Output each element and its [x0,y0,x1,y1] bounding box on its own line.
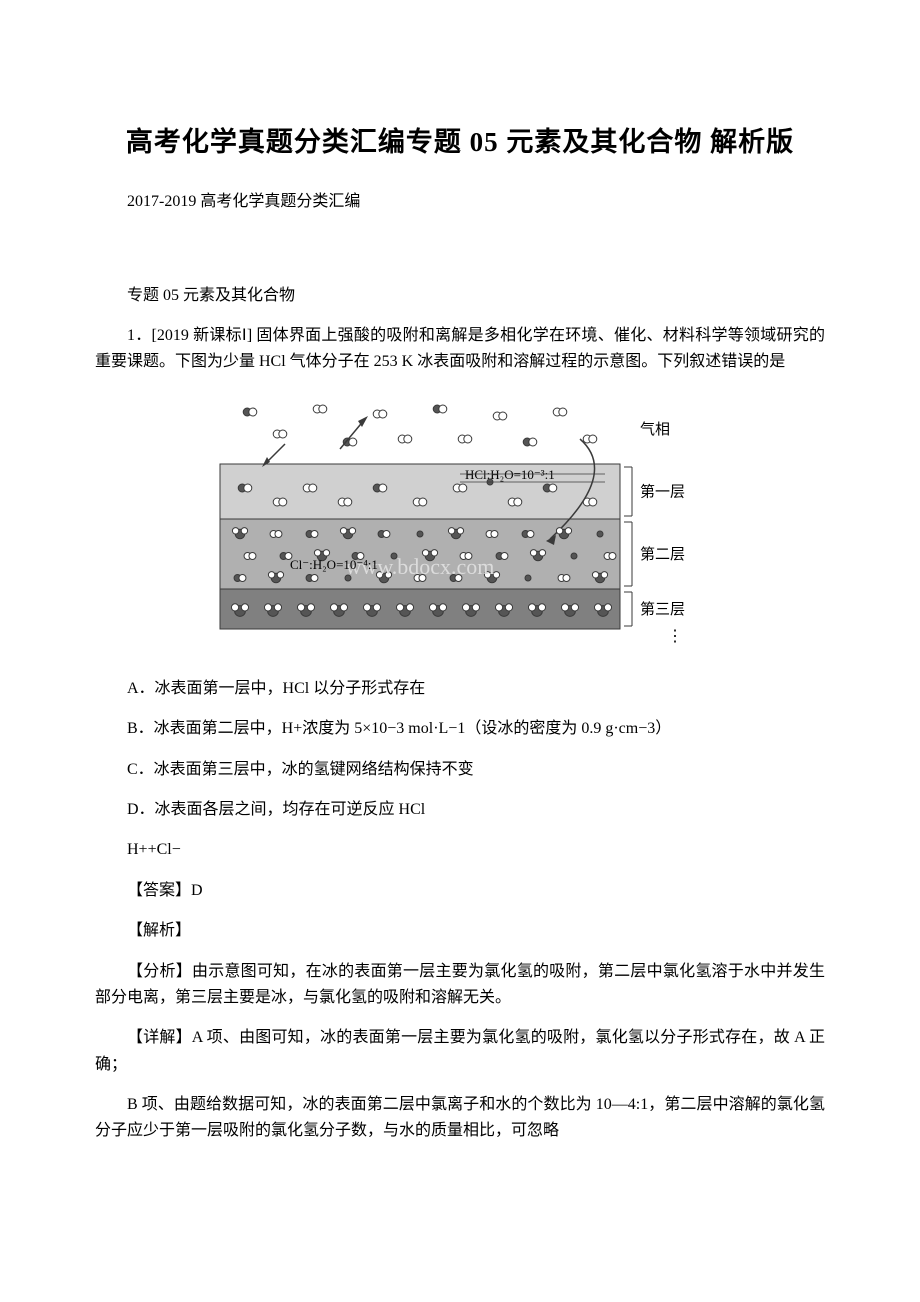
detail-b: B 项、由题给数据可知，冰的表面第二层中氯离子和水的个数比为 10—4:1，第二… [95,1092,825,1145]
option-a: A．冰表面第一层中，HCl 以分子形式存在 [95,676,825,702]
question-stem: 1．[2019 新课标Ⅰ] 固体界面上强酸的吸附和离解是多相化学在环境、催化、材… [95,323,825,376]
analysis: 【分析】由示意图可知，在冰的表面第一层主要为氯化氢的吸附，第二层中氯化氢溶于水中… [95,959,825,1012]
topic-heading: 专题 05 元素及其化合物 [95,281,825,305]
answer: 【答案】D [95,878,825,904]
explanation-header: 【解析】 [95,918,825,944]
option-c: C．冰表面第三层中，冰的氢键网络结构保持不变 [95,757,825,783]
page-title: 高考化学真题分类汇编专题 05 元素及其化合物 解析版 [95,120,825,159]
svg-text:Cl⁻:H₂O=10⁻⁴:1: Cl⁻:H₂O=10⁻⁴:1 [290,557,378,572]
svg-text:第二层: 第二层 [640,545,685,563]
detail-a: 【详解】A 项、由图可知，冰的表面第一层主要为氯化氢的吸附，氯化氢以分子形式存在… [95,1025,825,1078]
option-d-line2: H++Cl− [95,837,825,863]
option-b: B．冰表面第二层中，H+浓度为 5×10−3 mol·L−1（设冰的密度为 0.… [95,716,825,742]
svg-text:第三层: 第三层 [640,600,685,618]
svg-text:第一层: 第一层 [640,482,685,500]
option-d-line1: D．冰表面各层之间，均存在可逆反应 HCl [95,797,825,823]
adsorption-diagram: HCl:H₂O=10⁻³:1www.bdocx.comCl⁻:H₂O=10⁻⁴:… [210,394,710,649]
svg-text:气相: 气相 [640,421,670,438]
diagram-container: HCl:H₂O=10⁻³:1www.bdocx.comCl⁻:H₂O=10⁻⁴:… [95,394,825,654]
svg-text:⋮: ⋮ [667,628,683,645]
subtitle: 2017-2019 高考化学真题分类汇编 [95,187,825,211]
svg-text:HCl:H₂O=10⁻³:1: HCl:H₂O=10⁻³:1 [465,467,555,482]
